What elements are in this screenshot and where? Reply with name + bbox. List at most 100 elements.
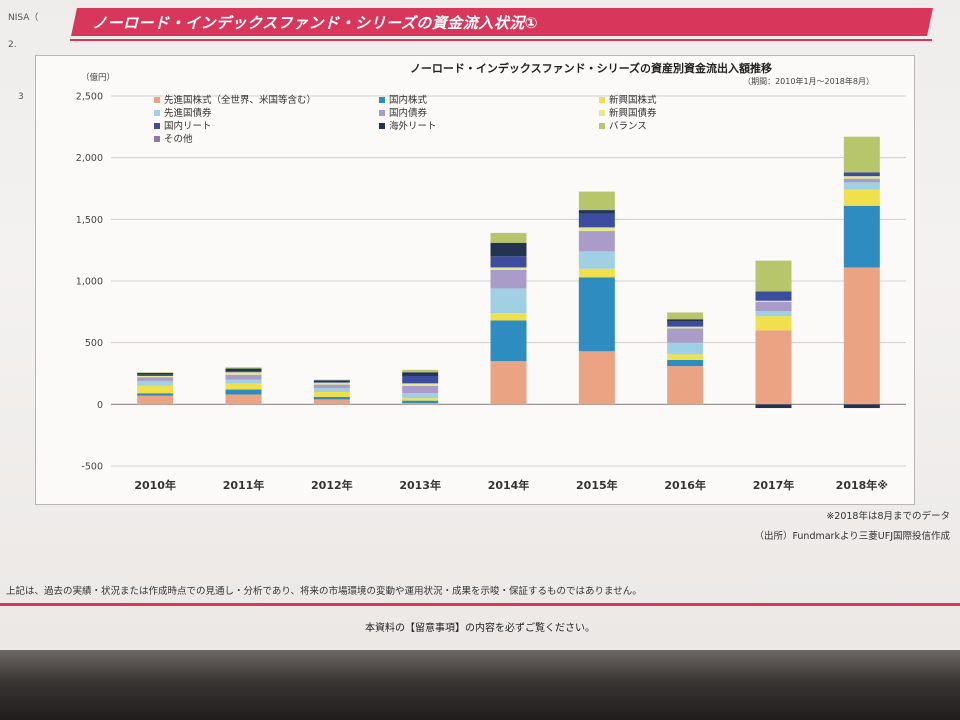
y-tick-label: 1,000: [76, 277, 103, 288]
legend-label: 先進国株式（全世界、米国等含む）: [164, 94, 316, 106]
legend-item: 国内株式: [379, 94, 428, 106]
legend-swatch: [599, 123, 605, 129]
axis-labels: 2,500 2,000 1,500 1,000 500 0 -500 2010年 2011年 20…: [76, 92, 888, 493]
bar-segment: [225, 372, 262, 375]
y-tick-label: 500: [85, 338, 103, 349]
bar-segment: [667, 366, 704, 405]
banner-title: ノーロード・インデックスファンド・シリーズの資金流入状況①: [92, 14, 539, 32]
disclaimer-text: 上記は、過去の実績・状況または作成時点での見通し・分析であり、将来の市場環境の変…: [6, 586, 642, 597]
bar-segment: [667, 359, 704, 367]
legend-label: その他: [164, 133, 193, 145]
bar-segment: [755, 301, 792, 312]
bar-segment: [137, 372, 174, 373]
bar-segment: [313, 380, 350, 383]
bar-segment: [667, 326, 704, 329]
margin-fragment: 2.: [8, 40, 17, 50]
bar-segment: [843, 136, 880, 173]
legend-item: 新興国株式: [599, 94, 657, 106]
bar-segment: [225, 371, 262, 373]
legend-swatch: [379, 110, 385, 116]
bar-segment: [137, 380, 174, 386]
bar-segment: [225, 379, 262, 384]
x-tick-label: 2015年: [576, 478, 618, 492]
source-note: （出所）Fundmarkより三菱UFJ国際投信作成: [754, 531, 950, 542]
footer-rule: [0, 603, 960, 606]
legend-item: 先進国債券: [154, 107, 212, 119]
bar-segment: [137, 372, 174, 375]
bar-segment: [137, 374, 174, 376]
legend-label: 先進国債券: [164, 107, 212, 119]
chart-period: （期間：2010年1月～2018年8月）: [743, 76, 874, 86]
legend-swatch: [154, 136, 160, 142]
bar-segment: [843, 182, 880, 190]
unit-label: （億円）: [81, 72, 115, 83]
bar-segment: [667, 312, 704, 320]
legend-item: バランス: [599, 121, 647, 132]
legend-item: 海外リート: [379, 120, 437, 132]
bar-segment: [313, 379, 350, 381]
bar-segment: [843, 189, 880, 206]
bar-segment: [667, 321, 704, 327]
bar-segment: [402, 383, 439, 386]
bar-segment: [578, 251, 615, 269]
y-tick-label: -500: [81, 462, 103, 473]
bars: [137, 136, 880, 409]
bar-segment: [402, 375, 439, 384]
bar-segment: [225, 389, 262, 395]
bar-segment: [578, 210, 615, 214]
bar-segment: [313, 382, 350, 385]
bar-segment: [578, 277, 615, 352]
bar-segment: [843, 178, 880, 183]
bar-segment: [490, 320, 527, 362]
bar-segment: [755, 311, 792, 317]
legend-label: 海外リート: [389, 120, 437, 132]
legend-item: その他: [154, 133, 193, 145]
x-tick-label: 2018年※: [836, 478, 888, 492]
bar-segment: [137, 393, 174, 396]
table-background: [0, 650, 960, 720]
x-tick-label: 2017年: [753, 478, 795, 492]
bar-segment: [225, 383, 262, 390]
bar-segment: [578, 351, 615, 405]
banner-rule: [70, 39, 932, 41]
y-tick-label: 2,500: [76, 92, 103, 103]
legend-item: 国内リート: [154, 120, 212, 132]
notice-text: 本資料の【留意事項】の内容を必ずご覧ください。: [365, 623, 595, 634]
y-tick-label: 2,000: [76, 153, 103, 164]
x-tick-label: 2010年: [134, 478, 176, 492]
legend-item: 国内債券: [379, 107, 428, 119]
bar-segment: [843, 404, 880, 409]
bar-segment: [755, 316, 792, 331]
x-tick-label: 2013年: [399, 478, 441, 492]
bar-segment: [402, 393, 439, 399]
bar-segment: [225, 374, 262, 380]
bar-segment: [490, 269, 527, 289]
bar-segment: [402, 385, 439, 394]
bar-segment: [578, 213, 615, 228]
data-note: ※2018年は8月までのデータ: [826, 511, 950, 522]
legend-item: 先進国株式（全世界、米国等含む）: [154, 94, 316, 106]
bar-segment: [667, 319, 704, 322]
chart-frame: ノーロード・インデックスファンド・シリーズの資産別資金流出入額推移 （期間：20…: [35, 55, 915, 505]
legend-swatch: [379, 97, 385, 103]
legend-label: 国内株式: [389, 94, 428, 106]
bar-segment: [313, 388, 350, 392]
bar-segment: [137, 377, 174, 381]
x-tick-label: 2011年: [223, 478, 265, 492]
bar-segment: [755, 300, 792, 302]
bar-segment: [313, 382, 350, 383]
bar-segment: [402, 369, 439, 373]
margin-fragment: 3: [18, 92, 24, 102]
bar-segment: [667, 354, 704, 360]
bar-segment: [755, 260, 792, 292]
bar-segment: [490, 267, 527, 270]
bar-segment: [490, 256, 527, 268]
bar-segment: [402, 398, 439, 401]
bar-segment: [490, 232, 527, 243]
legend-item: 新興国債券: [599, 107, 657, 119]
legend-label: バランス: [609, 121, 647, 132]
bar-segment: [225, 367, 262, 369]
bar-segment: [490, 313, 527, 321]
legend-swatch: [599, 110, 605, 116]
legend-swatch: [599, 97, 605, 103]
